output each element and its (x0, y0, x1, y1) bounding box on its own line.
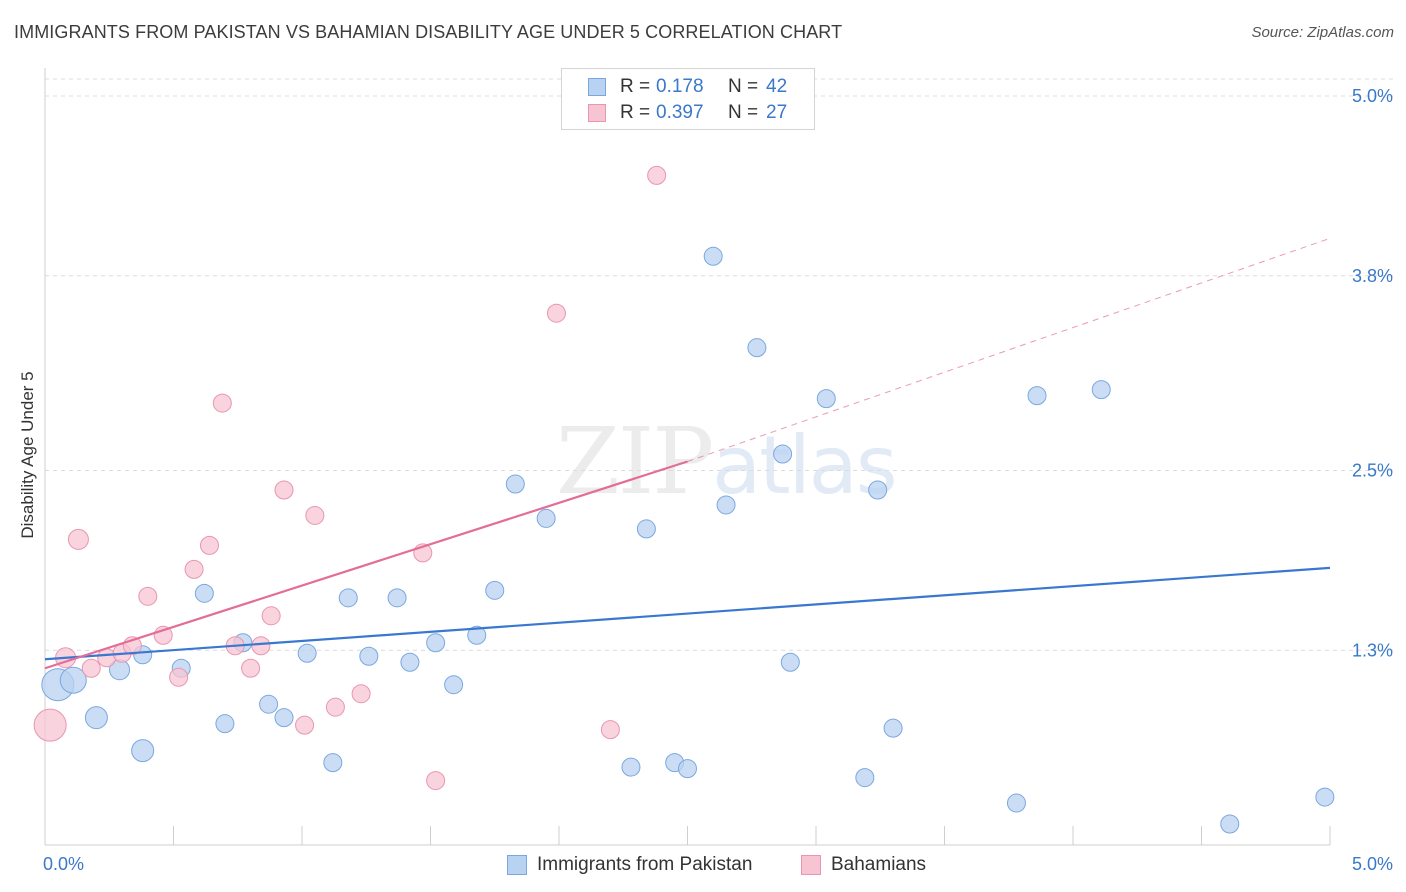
x-tick-label: 5.0% (1352, 854, 1393, 874)
legend-n-label: N = (728, 76, 759, 97)
legend-row-pakistan: R = 0.178 N = 42 (588, 75, 787, 99)
pakistan-point (780, 652, 800, 672)
zipatlas-watermark: ZIPatlas (556, 408, 898, 515)
bahamian-point (81, 658, 101, 678)
legend-n-value: 42 (766, 76, 788, 97)
y-axis-label: Disability Age Under 5 (18, 371, 37, 539)
legend-row-bahamians: R = 0.397 N = 27 (588, 101, 787, 125)
bahamian-trend-extension (687, 237, 1331, 462)
bahamian-point (67, 528, 89, 550)
pakistan-point (1091, 380, 1111, 400)
watermark-atlas: atlas (712, 419, 897, 512)
pakistan-point (1027, 386, 1047, 406)
correlation-legend: R = 0.178 N = 42 R = 0.397 N = 27 (561, 68, 815, 130)
legend-n-value: 27 (766, 102, 788, 123)
series-legend: Immigrants from Pakistan Bahamians (0, 851, 1406, 879)
pakistan-point (297, 643, 317, 663)
pakistan-point (426, 633, 446, 653)
pakistan-trend-line (44, 566, 1331, 661)
pakistan-point (274, 708, 294, 728)
y-tick-label: 1.3% (1352, 640, 1393, 660)
bahamian-point (295, 715, 315, 735)
pakistan-point (1006, 793, 1026, 813)
legend-r-value: 0.397 (656, 102, 704, 123)
legend-label-pakistan: Immigrants from Pakistan (537, 854, 753, 875)
pakistan-point (678, 759, 697, 779)
pakistan-point (259, 694, 279, 714)
legend-n-label: N = (728, 102, 759, 123)
legend-r-value: 0.178 (656, 76, 704, 97)
bahamian-trend-line (44, 460, 688, 670)
legend-r-label: R = (620, 102, 651, 123)
pakistan-point (536, 508, 556, 528)
pakistan-point (359, 646, 379, 666)
pakistan-point (84, 706, 108, 730)
pakistan-point (716, 495, 736, 515)
legend-swatch-bahamians (588, 104, 606, 122)
source-credit: Source: ZipAtlas.com (1251, 24, 1394, 41)
legend-label-bahamians: Bahamians (831, 854, 927, 875)
bahamian-point (600, 720, 620, 740)
pakistan-point (215, 714, 235, 734)
pakistan-point (816, 389, 836, 409)
pakistan-point (194, 583, 214, 603)
bahamian-point (251, 636, 271, 656)
pakistan-point (703, 246, 723, 266)
legend-swatch-pakistan (507, 855, 527, 875)
pakistan-point (323, 753, 343, 773)
y-tick-label: 2.5% (1352, 461, 1393, 481)
chart-title: IMMIGRANTS FROM PAKISTAN VS BAHAMIAN DIS… (14, 22, 843, 42)
bahamian-point (212, 393, 232, 413)
pakistan-point (485, 580, 505, 600)
pakistan-point (444, 675, 464, 695)
bahamian-point (138, 586, 158, 606)
bahamian-point (546, 303, 566, 323)
legend-item-bahamians: Bahamians (801, 851, 926, 879)
pakistan-point (131, 739, 155, 763)
pakistan-point (636, 519, 656, 539)
legend-r-label: R = (620, 76, 651, 97)
x-tick-label: 0.0% (43, 854, 84, 874)
y-tick-label: 3.8% (1352, 266, 1393, 286)
legend-swatch-pakistan (588, 78, 606, 96)
pakistan-point (1315, 787, 1335, 807)
pakistan-point (338, 588, 358, 608)
bahamian-point (261, 606, 281, 626)
legend-swatch-bahamians (801, 855, 821, 875)
bahamian-point (351, 684, 371, 704)
pakistan-point (467, 625, 487, 645)
pakistan-point (868, 480, 888, 500)
pakistan-point (621, 757, 641, 777)
y-tick-label: 5.0% (1352, 86, 1393, 106)
pakistan-point (59, 666, 87, 694)
bahamian-point (184, 559, 204, 579)
bahamian-point (325, 697, 345, 717)
bahamian-point (426, 771, 446, 791)
pakistan-point (1220, 814, 1240, 834)
bahamian-point (199, 535, 219, 555)
pakistan-point (773, 444, 793, 464)
bahamian-point (169, 667, 189, 687)
pakistan-point (855, 768, 875, 788)
pakistan-point (747, 338, 767, 358)
bahamian-point (647, 165, 667, 185)
bahamian-point (241, 658, 261, 678)
pakistan-point (883, 718, 903, 738)
legend-item-pakistan: Immigrants from Pakistan (507, 851, 752, 879)
pakistan-point (505, 474, 525, 494)
bahamian-point (305, 505, 325, 525)
pakistan-point (400, 652, 420, 672)
pakistan-point (387, 588, 407, 608)
bahamian-point (33, 708, 67, 742)
bahamian-point (274, 480, 294, 500)
